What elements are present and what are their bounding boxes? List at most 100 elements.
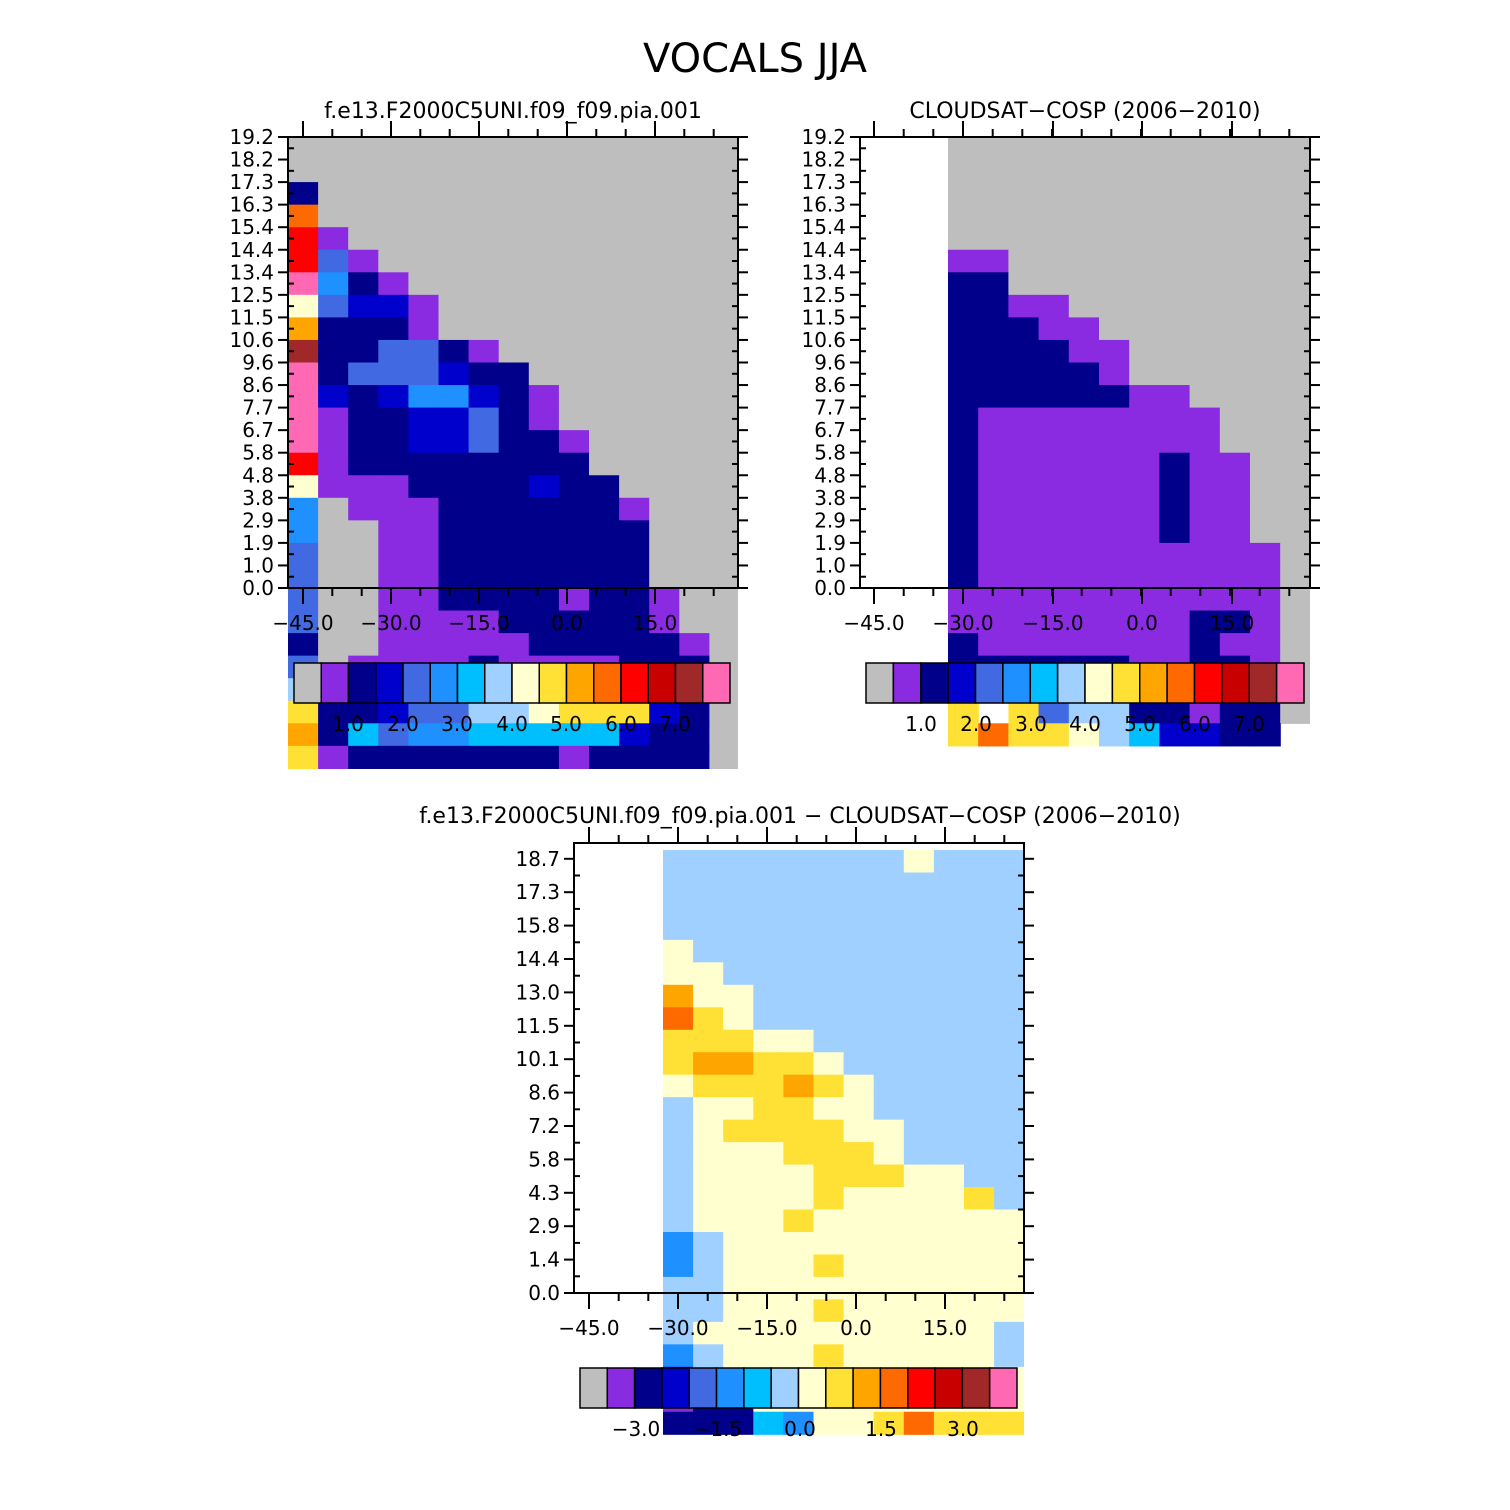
heatmap-cell — [1280, 633, 1310, 657]
heatmap-cell — [378, 249, 409, 273]
heatmap-cell — [288, 407, 319, 431]
heatmap-cell — [1129, 294, 1160, 318]
heatmap-cell — [964, 1254, 995, 1278]
heatmap-cell — [348, 339, 379, 364]
heatmap-cell — [873, 872, 905, 896]
heatmap-cell — [468, 339, 500, 364]
colorbar-swatch — [1248, 662, 1278, 704]
heatmap-cell — [1219, 272, 1251, 296]
heatmap-cell — [468, 294, 500, 318]
heatmap-cell — [783, 1119, 815, 1143]
heatmap-cell — [378, 452, 409, 476]
y-tick-label: 7.7 — [814, 396, 846, 420]
heatmap-cell — [1129, 610, 1160, 634]
heatmap-cell — [1250, 294, 1281, 318]
y-tick-label: 10.6 — [801, 328, 846, 352]
colorbar-swatch — [538, 662, 568, 704]
colorbar-swatch — [579, 1367, 609, 1409]
heatmap-cell — [528, 520, 560, 544]
panel-obs: CLOUDSAT−COSP (2006−2010) 0.01.01.92.93.… — [801, 99, 1320, 747]
heatmap-cell — [813, 1164, 845, 1188]
heatmap-cell — [783, 894, 815, 919]
heatmap-cell — [1038, 452, 1070, 476]
y-tick-label: 5.8 — [242, 441, 274, 465]
heatmap-cell — [1008, 317, 1040, 341]
heatmap-cell — [709, 339, 738, 364]
heatmap-cell — [679, 565, 710, 589]
heatmap-cell — [1280, 407, 1310, 431]
x-tick-label: 15.0 — [1210, 611, 1255, 635]
heatmap-cell — [1219, 362, 1251, 386]
y-tick-label: 18.2 — [229, 148, 274, 172]
heatmap-cell — [663, 1299, 694, 1323]
colorbar-label: −3.0 — [612, 1417, 661, 1441]
heatmap-cell — [783, 939, 815, 963]
heatmap-cell — [1068, 588, 1100, 612]
heatmap-cell — [348, 362, 379, 386]
y-tick-label: 6.7 — [242, 418, 274, 442]
heatmap-cell — [438, 723, 470, 747]
heatmap-cell — [663, 939, 694, 963]
heatmap-cell — [438, 520, 470, 544]
heatmap-cell — [589, 294, 620, 318]
heatmap-cell — [1099, 452, 1130, 476]
heatmap-cell — [1219, 588, 1251, 612]
heatmap-cell — [528, 182, 560, 206]
heatmap-cell — [1068, 430, 1100, 454]
heatmap-cell — [843, 1209, 875, 1233]
heatmap-cell — [1189, 294, 1221, 318]
heatmap-cell — [1008, 588, 1040, 612]
heatmap-cell — [1099, 362, 1130, 386]
heatmap-cell — [964, 1119, 995, 1143]
heatmap-cell — [378, 362, 409, 386]
heatmap-cell — [948, 542, 979, 567]
heatmap-cell — [348, 317, 379, 341]
heatmap-cell — [589, 407, 620, 431]
heatmap-cell — [1038, 317, 1070, 341]
y-tick-label: 14.4 — [229, 238, 274, 262]
heatmap-cell — [709, 542, 738, 567]
heatmap-cell — [348, 249, 379, 273]
heatmap-cell — [709, 227, 738, 251]
heatmap-cell — [1159, 385, 1191, 409]
heatmap-cell — [753, 984, 784, 1008]
heatmap-cell — [1068, 452, 1100, 476]
heatmap-cell — [813, 1344, 845, 1368]
heatmap-cell — [873, 1097, 905, 1121]
heatmap-cell — [619, 249, 650, 273]
heatmap-cell — [753, 1231, 784, 1256]
heatmap-cell — [649, 723, 680, 747]
heatmap-cell — [723, 1209, 754, 1233]
heatmap-cell — [994, 1209, 1024, 1233]
x-tick-label: 0.0 — [551, 611, 583, 635]
heatmap-cell — [873, 962, 905, 986]
colorbar-swatch — [606, 1367, 636, 1409]
heatmap-cell — [348, 294, 379, 318]
heatmap-cell — [408, 520, 440, 544]
heatmap-cell — [649, 497, 680, 521]
heatmap-cell — [948, 475, 979, 499]
heatmap-cell — [1250, 542, 1281, 567]
heatmap-cell — [619, 723, 650, 747]
heatmap-cell — [903, 1321, 935, 1345]
heatmap-cell — [408, 745, 440, 769]
colorbar-label: 5.0 — [1124, 712, 1156, 736]
heatmap-cell — [693, 1231, 724, 1256]
heatmap-cell — [994, 1097, 1024, 1121]
heatmap-cell — [964, 1097, 995, 1121]
heatmap-cell — [679, 633, 710, 657]
heatmap-cell — [978, 610, 1009, 634]
heatmap-cell — [558, 182, 590, 206]
heatmap-cell — [408, 475, 440, 499]
heatmap-cell — [994, 1052, 1024, 1076]
heatmap-cell — [1189, 317, 1221, 341]
heatmap-cell — [528, 745, 560, 769]
heatmap-cell — [1189, 588, 1221, 612]
heatmap-cell — [589, 633, 620, 657]
heatmap-cell — [679, 249, 710, 273]
heatmap-cell — [528, 542, 560, 567]
heatmap-cell — [1008, 407, 1040, 431]
colorbar-swatch — [865, 662, 895, 704]
heatmap-cell — [903, 1029, 935, 1053]
heatmap-cell — [663, 1074, 694, 1098]
